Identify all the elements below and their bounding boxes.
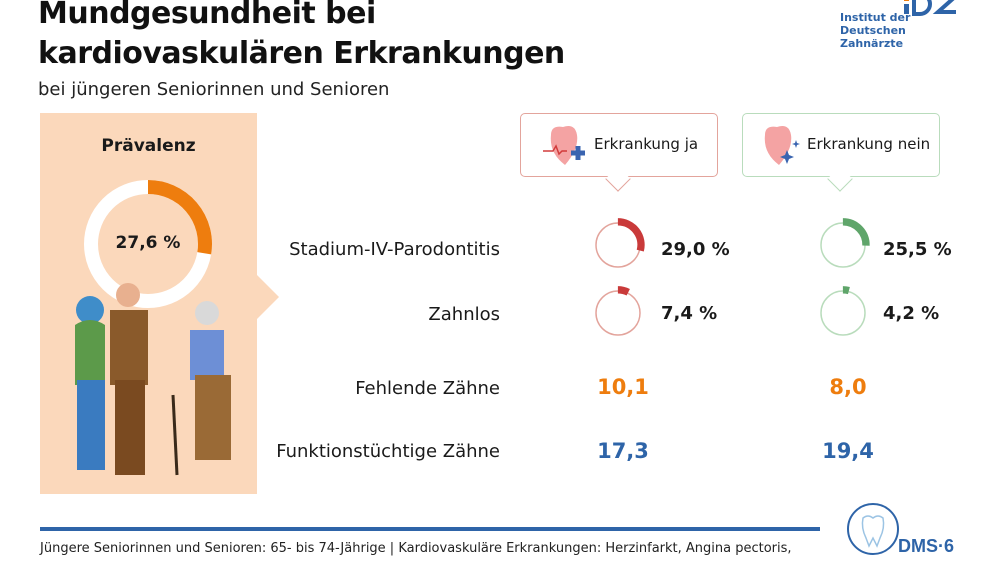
box-pointer	[827, 166, 853, 192]
footer-divider	[40, 527, 820, 531]
gauge-value-arc	[842, 218, 870, 246]
group-label: Erkrankung ja	[594, 135, 699, 153]
idz-logo-mark	[904, 0, 956, 16]
value-fehlende-zaehne-nein: 8,0	[829, 375, 867, 399]
donut-value-arc	[147, 180, 212, 255]
group-header-erkrankung-nein: Erkrankung nein	[742, 113, 940, 192]
group-header-erkrankung-ja: Erkrankung ja	[520, 113, 718, 192]
prevalence-donut	[84, 180, 212, 308]
value-parodontitis-ja: 29,0 %	[661, 239, 730, 260]
page-title: Mundgesundheit bei kardiovaskulären Erkr…	[38, 0, 565, 74]
row-label-fehlende-zaehne: Fehlende Zähne	[355, 378, 500, 399]
prevalence-value: 27,6 %	[115, 233, 181, 253]
subtitle: bei jüngeren Seniorinnen und Senioren	[38, 79, 390, 100]
gauge-value-arc	[617, 286, 630, 296]
row-label-funktionstuechtige-zaehne: Funktionstüchtige Zähne	[276, 441, 500, 462]
title-line-1: Mundgesundheit bei	[38, 0, 376, 31]
value-funktionstuechtige-zaehne-ja: 17,3	[597, 439, 649, 463]
gauge-zahnlos-nein	[820, 286, 866, 336]
logo-line-1: Institut der	[840, 11, 911, 24]
title-line-2: kardiovaskulären Erkrankungen	[38, 36, 565, 71]
gauge-track	[820, 290, 866, 336]
prevalence-label: Prävalenz	[101, 136, 196, 156]
logo-line-2: Deutschen Zahnärzte	[840, 24, 906, 50]
box-pointer	[605, 166, 631, 192]
heart-plus-icon	[543, 126, 585, 165]
gauge-parodontitis-ja	[595, 218, 645, 268]
gauge-track	[595, 290, 641, 336]
row-label-parodontitis: Stadium-IV-Parodontitis	[289, 239, 500, 260]
dms6-logo: DMS·6	[847, 503, 954, 556]
gauge-value-arc	[617, 218, 645, 252]
dms6-logo-text: DMS·6	[898, 536, 954, 556]
value-zahnlos-ja: 7,4 %	[661, 303, 718, 324]
gauge-zahnlos-ja	[595, 286, 641, 336]
footer-note: Jüngere Seniorinnen und Senioren: 65- bi…	[40, 541, 792, 556]
value-fehlende-zaehne-ja: 10,1	[597, 375, 649, 399]
value-zahnlos-nein: 4,2 %	[883, 303, 940, 324]
group-label: Erkrankung nein	[807, 135, 931, 153]
value-funktionstuechtige-zaehne-nein: 19,4	[822, 439, 874, 463]
gauge-parodontitis-nein	[820, 218, 870, 268]
panel-pointer	[257, 275, 279, 319]
value-parodontitis-nein: 25,5 %	[883, 239, 952, 260]
row-label-zahnlos: Zahnlos	[428, 304, 500, 325]
gauge-value-arc	[842, 286, 850, 295]
heart-sparkle-icon	[764, 126, 800, 165]
idz-logo: Institut der Deutschen Zahnärzte	[840, 0, 965, 50]
seniors-illustration	[75, 283, 231, 476]
